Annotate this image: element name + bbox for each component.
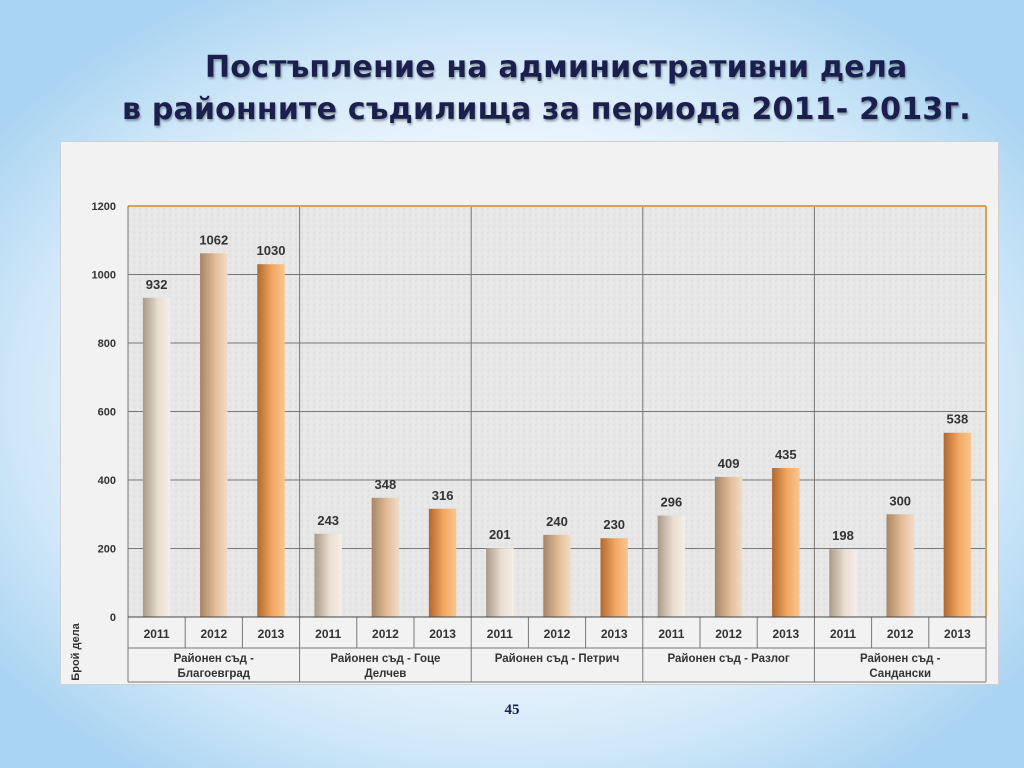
data-label: 409 <box>718 456 740 471</box>
data-label: 1030 <box>257 243 286 258</box>
x-tick-label-year: 2011 <box>315 627 341 641</box>
y-tick-label: 200 <box>98 544 116 556</box>
data-label: 296 <box>661 495 683 510</box>
x-group-label: Районен съд -Благоевград <box>174 653 255 680</box>
y-tick-label: 600 <box>98 407 116 419</box>
x-tick-label-year: 2012 <box>887 627 914 641</box>
bar-2011 <box>314 533 342 617</box>
bar-2011 <box>829 549 857 617</box>
data-label: 316 <box>432 488 454 503</box>
y-tick-label: 0 <box>110 612 116 624</box>
x-tick-label-year: 2011 <box>487 627 513 641</box>
x-tick-label-year: 2012 <box>200 627 227 641</box>
x-group-label: Районен съд - Разлог <box>667 653 789 665</box>
bar-2012 <box>886 514 914 617</box>
bar-chart: 0 200 400 600 800 1000 1200 932 2011 1062 2012 1030… <box>70 201 987 683</box>
x-tick-label-year: 2012 <box>544 627 571 641</box>
data-label: 1062 <box>199 232 228 247</box>
bar-2011 <box>657 515 686 617</box>
x-tick-label-year: 2012 <box>715 627 742 641</box>
y-tick-label: 800 <box>98 338 116 350</box>
y-tick-label: 1000 <box>92 270 116 282</box>
x-tick-label-year: 2011 <box>658 627 684 641</box>
data-label: 348 <box>375 477 397 492</box>
data-label: 230 <box>603 517 625 532</box>
bar-2012 <box>371 497 400 617</box>
bar-2012 <box>200 253 228 617</box>
y-tick-label: 1200 <box>92 201 116 213</box>
bar-2013 <box>772 468 800 617</box>
data-label: 240 <box>546 514 568 529</box>
bar-2013 <box>428 508 457 617</box>
page-number: 45 <box>504 702 520 718</box>
x-tick-label-year: 2013 <box>258 627 285 641</box>
x-tick-label-year: 2012 <box>372 627 399 641</box>
x-group-label: Районен съд - Гоце Делчев <box>330 653 440 680</box>
data-label: 201 <box>489 527 511 542</box>
x-group-label: Районен съд - Петрич <box>495 653 620 665</box>
data-label: 932 <box>146 277 168 292</box>
bar-2012 <box>714 476 743 617</box>
bar-2013 <box>257 264 285 617</box>
data-label: 243 <box>317 513 339 528</box>
x-tick-label-year: 2013 <box>772 627 799 641</box>
data-label: 538 <box>947 412 969 427</box>
x-tick-label-year: 2013 <box>601 627 628 641</box>
bar-2013 <box>600 538 628 617</box>
bar-2011 <box>486 548 514 617</box>
slide-title-line-1: Постъпление на административни дела <box>205 50 908 85</box>
x-tick-label-year: 2013 <box>429 627 456 641</box>
x-tick-label-year: 2011 <box>144 627 170 641</box>
data-label: 300 <box>889 493 911 508</box>
bar-2011 <box>142 297 171 617</box>
x-tick-label-year: 2013 <box>944 627 971 641</box>
slide-title-line-2: в районните съдилища за периода 2011- 20… <box>122 92 971 127</box>
bar-2012 <box>543 534 571 617</box>
y-axis-title: Брой дела <box>70 622 82 680</box>
x-tick-label-year: 2011 <box>830 627 856 641</box>
x-group-label: Районен съд -Сандански <box>860 653 941 680</box>
bar-2013 <box>943 432 972 617</box>
y-tick-label: 400 <box>98 475 116 487</box>
chart-panel: 0 200 400 600 800 1000 1200 932 2011 1062 2012 1030… <box>60 141 999 685</box>
data-label: 198 <box>832 528 854 543</box>
data-label: 435 <box>775 447 797 462</box>
